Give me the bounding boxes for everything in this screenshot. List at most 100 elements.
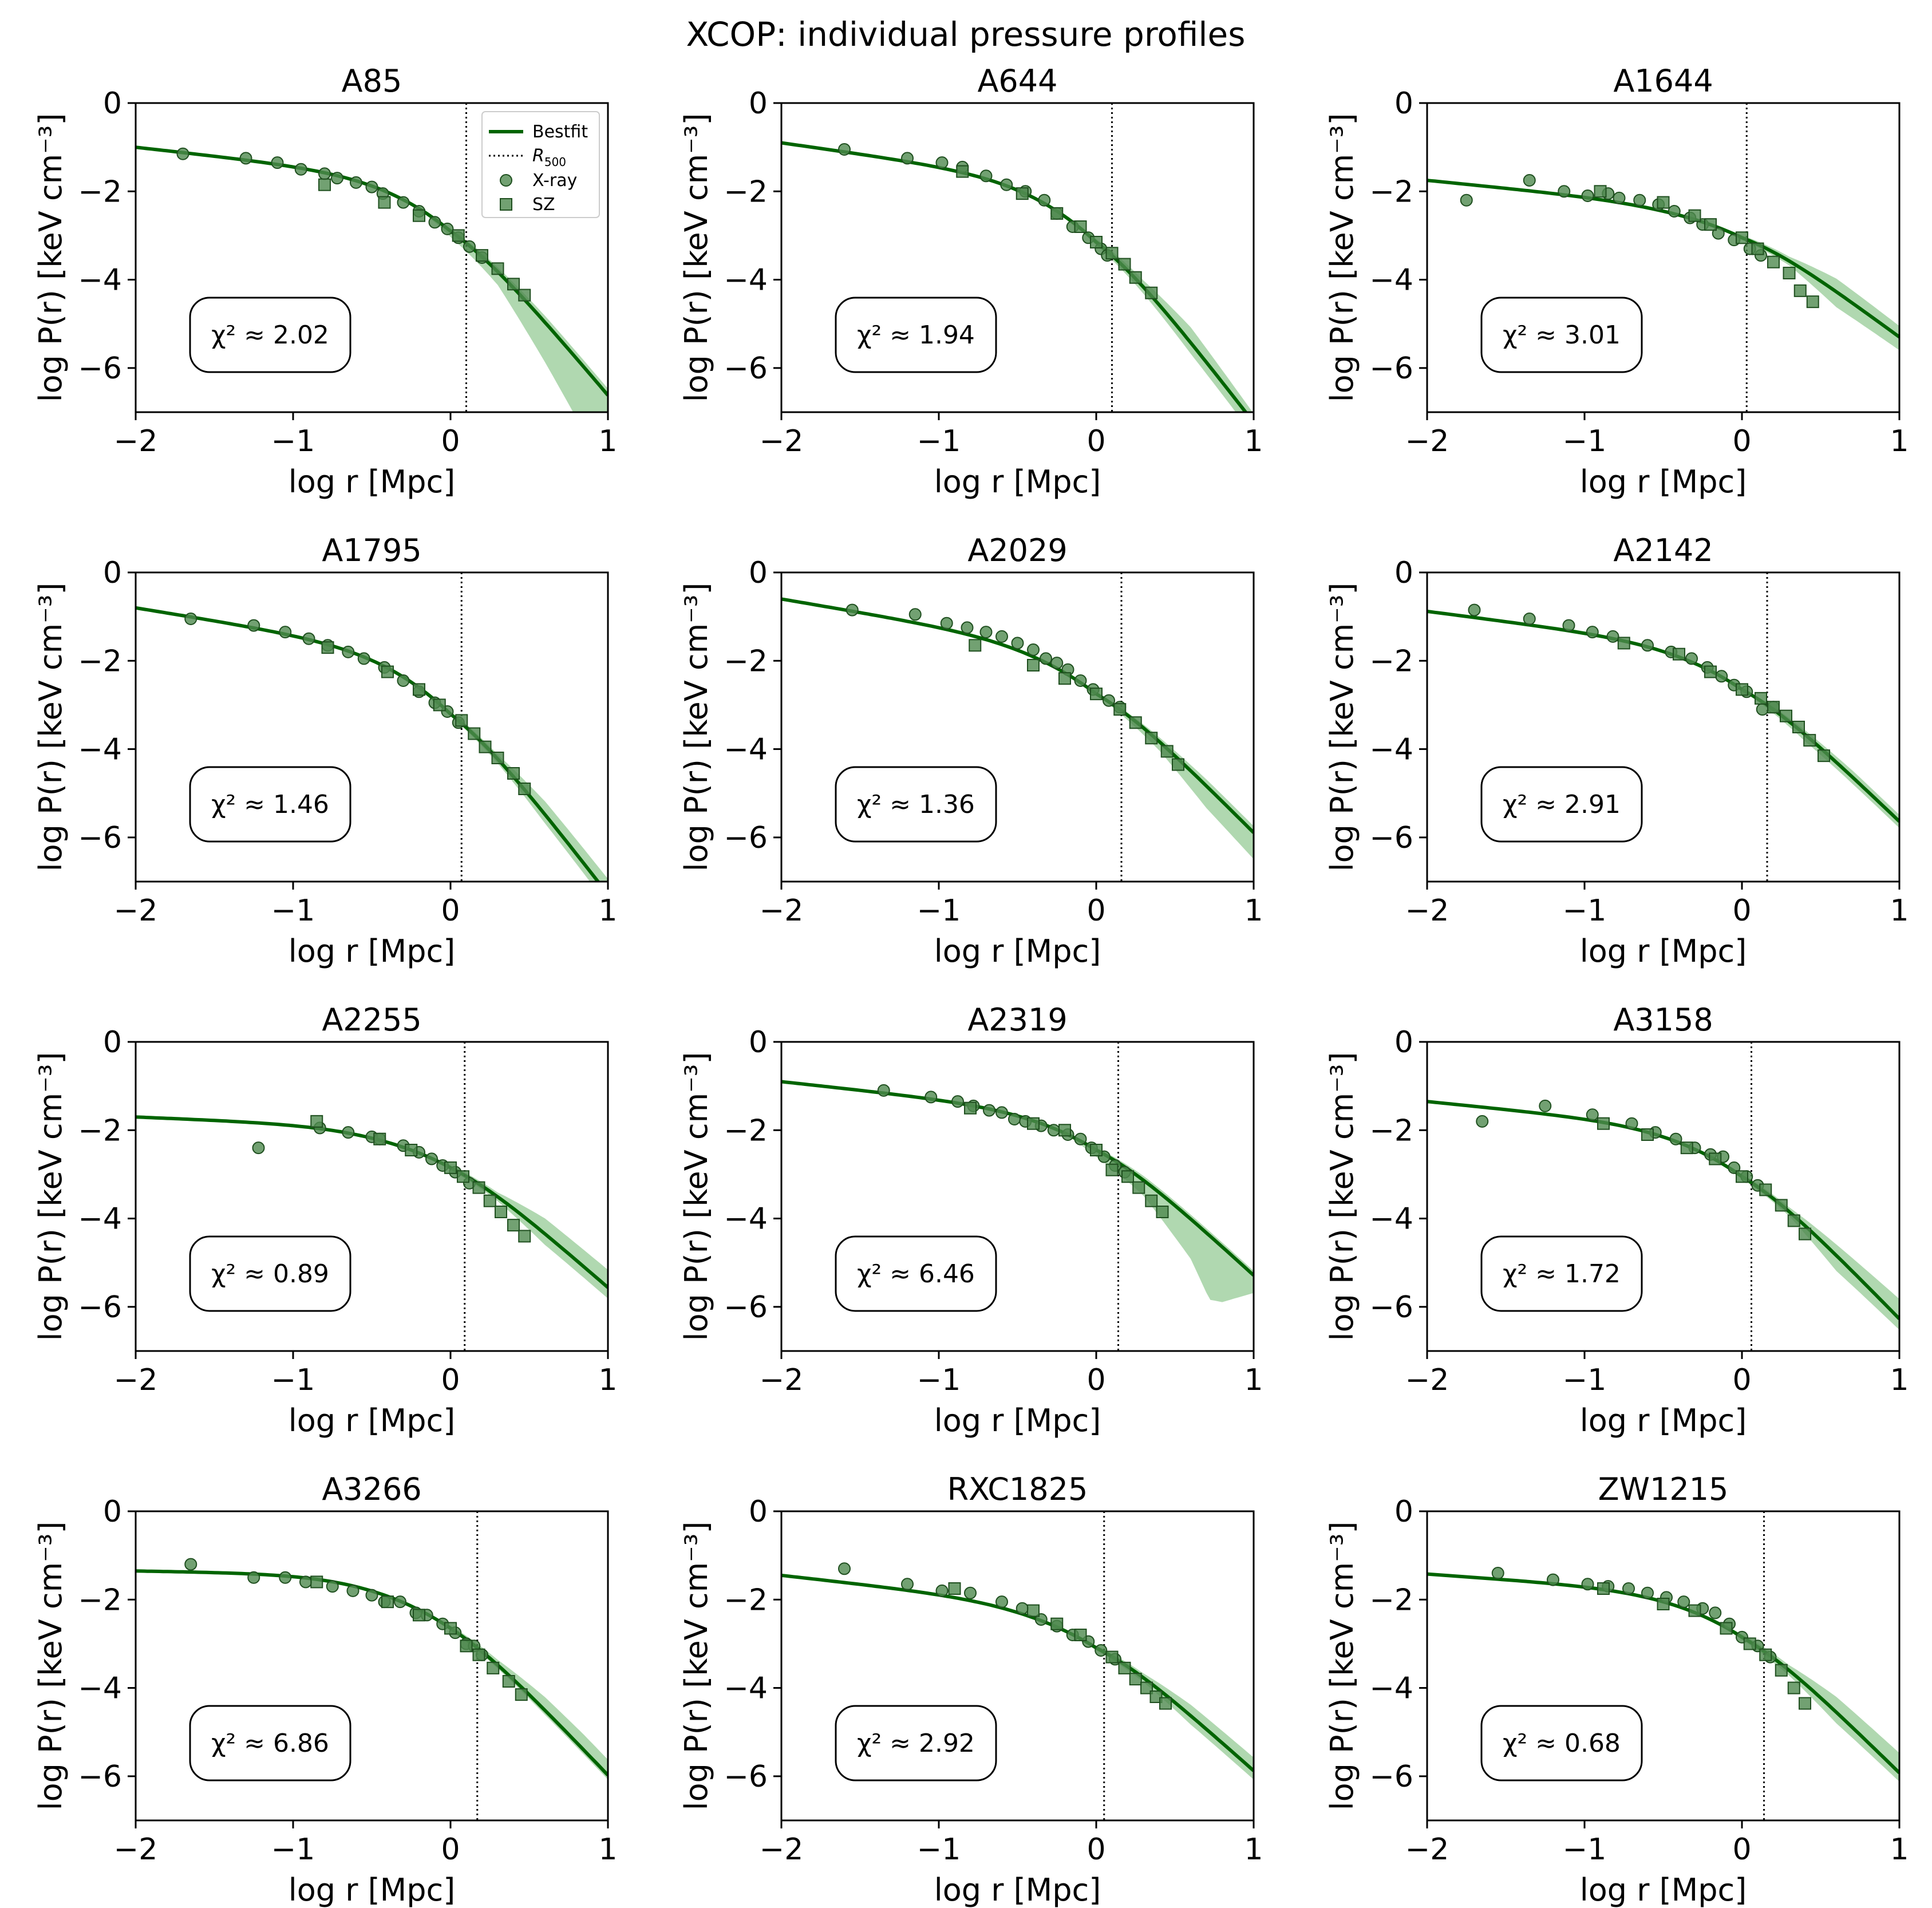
panel-a2029: −2 −1 0 1 0 −2 −4 −6 A2029 log r [Mpc] log P(r) [k… <box>678 532 1263 969</box>
xray-point <box>877 1084 890 1097</box>
sz-point <box>515 1688 528 1701</box>
sz-point <box>1597 1117 1610 1130</box>
xray-point <box>1633 193 1646 207</box>
sz-point <box>1129 716 1142 729</box>
plot-area <box>136 103 608 412</box>
x-axis-label: log r [Mpc] <box>289 1872 456 1908</box>
sz-point <box>318 178 331 191</box>
chi2-label: χ² ≈ 2.02 <box>211 321 329 350</box>
plot-area <box>136 572 608 882</box>
sz-point <box>321 641 334 654</box>
sz-point <box>1736 683 1748 696</box>
chi2-box <box>1480 297 1643 373</box>
sz-point <box>1736 1170 1748 1183</box>
panel-title: A2142 <box>1613 532 1713 568</box>
chi2-box <box>189 1705 351 1781</box>
xray-point <box>940 617 953 630</box>
xray-point <box>1539 1099 1552 1112</box>
y-axis-label: log P(r) [keV cm⁻³] <box>33 1522 69 1811</box>
xray-point <box>184 613 197 625</box>
xray-point <box>1586 1108 1599 1121</box>
y-tick-label: −6 <box>1369 351 1413 386</box>
y-axis-label: log P(r) [keV cm⁻³] <box>33 1052 69 1341</box>
legend-box <box>481 111 600 218</box>
sz-point <box>452 229 465 242</box>
xray-point <box>331 172 343 185</box>
xray-point <box>935 1584 949 1597</box>
y-tick-label: −6 <box>724 1290 768 1325</box>
panel-title: A644 <box>977 63 1057 99</box>
xray-point <box>294 163 307 176</box>
x-tick-label: −2 <box>114 1832 158 1867</box>
sz-point <box>1736 231 1748 244</box>
chi2-label: χ² ≈ 2.91 <box>1503 790 1621 819</box>
xray-point <box>184 1558 197 1571</box>
y-tick-label: 0 <box>749 1025 768 1060</box>
xray-point <box>1523 613 1536 625</box>
sz-point <box>1597 1582 1610 1595</box>
sz-point <box>1688 209 1701 222</box>
xray-point <box>397 196 410 209</box>
sz-point <box>1594 185 1607 198</box>
x-tick-label: −2 <box>1405 1363 1449 1397</box>
sz-point <box>1027 1604 1040 1617</box>
y-axis-label: log P(r) [keV cm⁻³] <box>33 583 69 872</box>
xray-point <box>979 169 993 183</box>
xray-point <box>1581 1578 1594 1591</box>
xray-point <box>924 1091 938 1104</box>
chi2-box <box>189 1235 351 1312</box>
x-tick-label: 1 <box>598 894 617 928</box>
panel-a3158: −2 −1 0 1 0 −2 −4 −6 A3158 log r [Mpc] log P(r) [k… <box>1324 1002 1909 1439</box>
xray-point <box>1027 643 1040 656</box>
sz-point <box>1720 1622 1733 1635</box>
x-axis-label: log r [Mpc] <box>934 464 1101 500</box>
legend-bestfit-label: Bestfit <box>532 122 588 142</box>
bestfit-line <box>781 141 1248 412</box>
x-tick-label: −1 <box>1563 894 1607 928</box>
sz-point <box>1090 688 1103 701</box>
y-tick-label: −2 <box>724 1113 768 1148</box>
x-tick-label: 0 <box>1086 894 1105 928</box>
x-tick-label: 0 <box>1732 424 1751 459</box>
sz-point <box>1027 1117 1040 1130</box>
y-tick-label: 0 <box>749 1495 768 1529</box>
sz-point <box>1105 1650 1119 1664</box>
x-tick-label: 0 <box>441 1832 460 1867</box>
sz-point <box>433 698 446 712</box>
y-axis-label: log P(r) [keV cm⁻³] <box>33 113 69 402</box>
axes-frame <box>135 102 609 413</box>
xray-point <box>318 167 331 180</box>
x-tick-label: −1 <box>917 1832 961 1867</box>
xray-point <box>901 152 914 165</box>
legend-sz-label: SZ <box>532 195 555 215</box>
panel-title: A2255 <box>322 1002 421 1038</box>
xray-point <box>1016 1602 1029 1615</box>
xray-point <box>1008 1113 1021 1125</box>
x-axis-label: log r [Mpc] <box>1580 464 1747 500</box>
y-tick-label: 0 <box>749 556 768 590</box>
y-tick-label: −4 <box>78 263 122 298</box>
y-tick-label: −2 <box>78 175 122 209</box>
x-tick-label: 1 <box>1890 894 1909 928</box>
legend-xray-label: X-ray <box>532 171 577 191</box>
xray-point <box>935 156 949 169</box>
sz-point <box>1159 1697 1172 1710</box>
xray-point <box>1491 1567 1504 1579</box>
xray-point <box>365 1589 378 1602</box>
sz-point <box>483 1194 496 1207</box>
y-tick-label: 0 <box>1394 1495 1413 1529</box>
x-tick-label: 1 <box>598 1832 617 1867</box>
x-tick-label: −1 <box>1563 1832 1607 1867</box>
xray-point <box>1641 1586 1654 1599</box>
sz-point <box>1688 1604 1701 1617</box>
sz-point <box>1793 284 1807 297</box>
x-axis-label: log r [Mpc] <box>1580 933 1747 969</box>
panel-title: A1795 <box>322 532 421 568</box>
sz-point <box>1058 672 1071 685</box>
sz-point <box>507 1219 520 1232</box>
y-tick-label: −2 <box>724 1583 768 1617</box>
xray-point <box>1038 193 1051 207</box>
x-tick-label: 1 <box>598 1363 617 1397</box>
sz-point <box>472 1648 485 1661</box>
confidence-band <box>1427 1574 1899 1782</box>
